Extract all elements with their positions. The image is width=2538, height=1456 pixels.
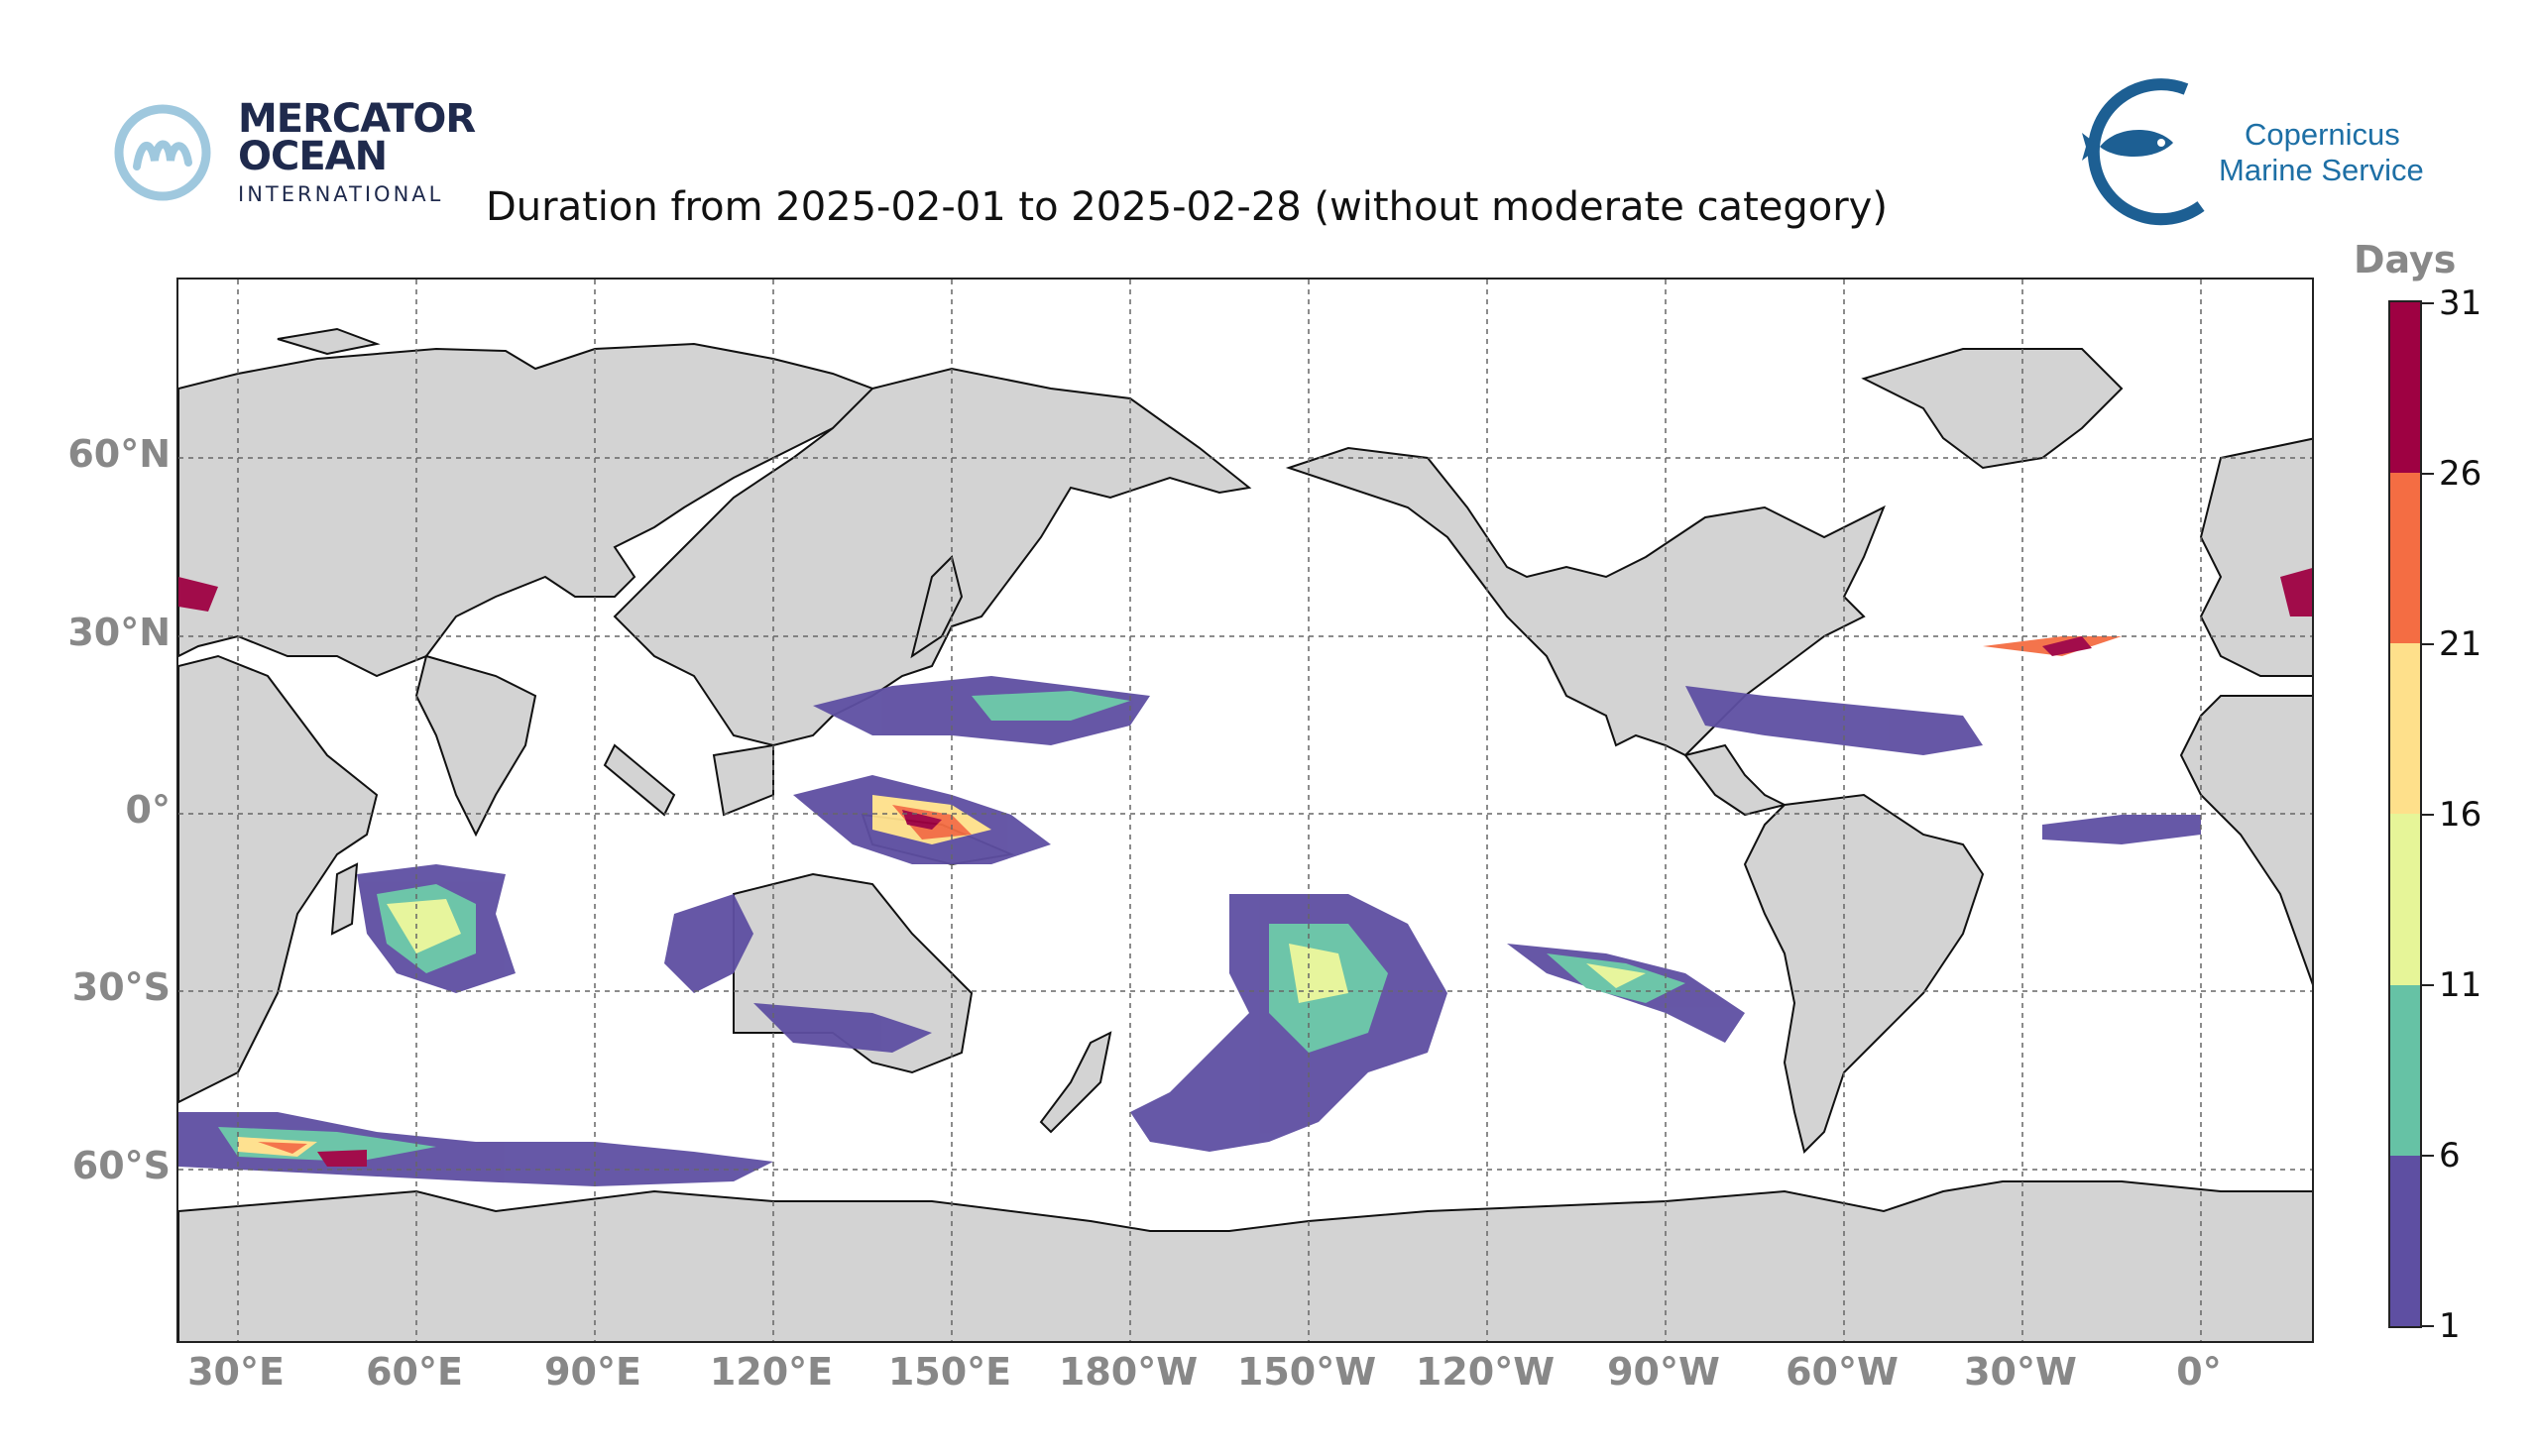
land-central-america xyxy=(1683,743,1788,817)
map-title: Duration from 2025-02-01 to 2025-02-28 (… xyxy=(486,184,1888,230)
lon-label-60e: 60°E xyxy=(366,1350,463,1394)
lon-label-90w: 90°W xyxy=(1607,1350,1720,1394)
mercator-logo-line3: INTERNATIONAL xyxy=(238,182,444,206)
patch-pacific-yellow xyxy=(1289,944,1348,1003)
colorbar-segment-1 xyxy=(2390,1155,2420,1326)
patch-caribbean xyxy=(1685,686,1983,755)
patch-mediterranean-red xyxy=(178,577,218,612)
colorbar-tick xyxy=(2422,1155,2434,1157)
mercator-logo-line2: OCEAN xyxy=(238,134,388,179)
lat-label-0: 0° xyxy=(125,788,171,832)
lat-label-30s: 30°S xyxy=(71,965,171,1009)
map-canvas xyxy=(178,280,2312,1341)
patch-nw-pacific-green xyxy=(972,691,1130,721)
colorbar-title: Days xyxy=(2354,238,2457,281)
lon-label-90e: 90°E xyxy=(544,1350,641,1394)
copernicus-logo-line1: Copernicus xyxy=(2245,117,2400,152)
colorbar-label-16: 16 xyxy=(2439,795,2482,835)
lon-label-60w: 60°W xyxy=(1786,1350,1899,1394)
colorbar-tick xyxy=(2422,814,2434,816)
patch-coral-red xyxy=(902,810,942,830)
patch-indian-yellow xyxy=(387,899,461,953)
lat-label-60s: 60°S xyxy=(71,1144,171,1187)
colorbar-segment-3 xyxy=(2390,814,2420,985)
land-europe xyxy=(2199,437,2312,677)
lon-label-150e: 150°E xyxy=(887,1350,1012,1394)
patch-southern-indian xyxy=(178,1112,773,1186)
patch-med-east-red xyxy=(2280,568,2312,616)
land-arctic-islands xyxy=(277,327,381,356)
colorbar-tick xyxy=(2422,643,2434,645)
colorbar-label-31: 31 xyxy=(2439,283,2482,323)
land-madagascar xyxy=(330,862,359,936)
patch-eastpac-yellow xyxy=(1586,963,1646,988)
colorbar-label-21: 21 xyxy=(2439,624,2482,664)
colorbar-label-1: 1 xyxy=(2439,1306,2461,1346)
colorbar-segment-5 xyxy=(2390,473,2420,644)
colorbar-tick xyxy=(2422,1325,2434,1327)
lon-label-180w: 180°W xyxy=(1058,1350,1199,1394)
colorbar-tick xyxy=(2422,984,2434,986)
mercator-ocean-logo: MERCATOR OCEAN INTERNATIONAL xyxy=(111,95,498,214)
land-layer xyxy=(178,327,2312,1341)
land-antarctica xyxy=(178,1180,2312,1341)
colorbar-tick xyxy=(2422,302,2434,304)
lon-label-30e: 30°E xyxy=(187,1350,285,1394)
land-new-zealand xyxy=(1039,1031,1112,1134)
land-india xyxy=(414,654,537,838)
lat-label-30n: 30°N xyxy=(67,611,171,654)
colorbar xyxy=(2388,300,2422,1328)
mercator-logo-icon xyxy=(114,104,211,201)
lat-label-60n: 60°N xyxy=(67,432,171,476)
land-sumatra xyxy=(603,743,676,817)
land-south-america xyxy=(1743,793,1985,1154)
land-greenland xyxy=(1861,348,2124,470)
colorbar-label-11: 11 xyxy=(2439,965,2482,1005)
lon-label-30w: 30°W xyxy=(1964,1350,2077,1394)
colorbar-tick xyxy=(2422,473,2434,475)
colorbar-label-6: 6 xyxy=(2439,1136,2461,1176)
patch-atlantic-eq xyxy=(2042,815,2201,844)
patch-atlantic-red xyxy=(2042,636,2092,656)
patch-tasman xyxy=(753,1003,932,1053)
copernicus-marine-logo: Copernicus Marine Service xyxy=(2062,77,2459,226)
colorbar-label-26: 26 xyxy=(2439,454,2482,494)
copernicus-fish-icon xyxy=(2082,78,2205,226)
lon-label-0: 0° xyxy=(2176,1350,2222,1394)
heatwave-layer xyxy=(178,568,2312,1186)
colorbar-segment-2 xyxy=(2390,984,2420,1156)
lon-label-120e: 120°E xyxy=(709,1350,834,1394)
land-west-africa xyxy=(2179,695,2312,985)
mercator-logo-line1: MERCATOR xyxy=(238,96,476,142)
lon-label-150w: 150°W xyxy=(1236,1350,1377,1394)
land-borneo xyxy=(712,743,774,817)
patch-australia-west xyxy=(664,894,753,993)
patch-southern-orange xyxy=(258,1142,307,1154)
world-map xyxy=(176,278,2314,1343)
patch-southern-red xyxy=(317,1150,367,1167)
colorbar-segment-4 xyxy=(2390,643,2420,815)
land-eurasia xyxy=(178,342,873,678)
lon-label-120w: 120°W xyxy=(1415,1350,1556,1394)
copernicus-logo-line2: Marine Service xyxy=(2219,153,2424,187)
colorbar-segment-6 xyxy=(2390,301,2420,474)
